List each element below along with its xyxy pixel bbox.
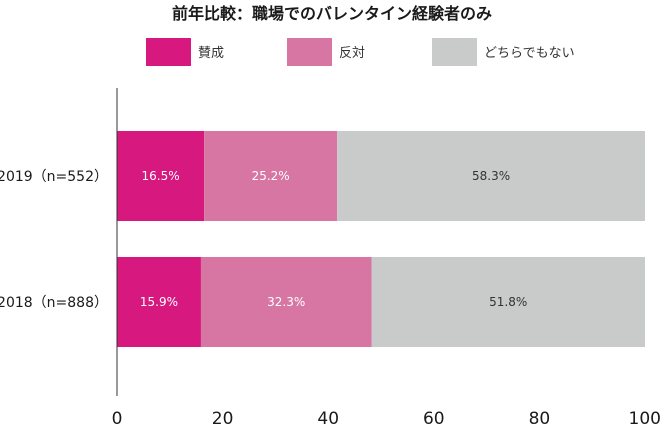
bar-segment	[371, 257, 645, 347]
bar-segment	[337, 131, 645, 221]
bar-segment	[117, 131, 205, 221]
bar-segment	[117, 257, 201, 347]
bar-value-label: 25.2%	[252, 169, 290, 183]
x-axis-ticks: 0 20 40 60 80 100	[112, 409, 661, 429]
bar-value-label: 32.3%	[267, 295, 305, 309]
x-tick-label: 100	[629, 409, 661, 429]
chart-title: 前年比較：職場でのバレンタイン経験者のみ	[172, 4, 492, 23]
bars-group: 16.5% 25.2% 58.3% 15.9% 32.3% 51.8%	[117, 131, 645, 347]
legend-label: どちらでもない	[484, 46, 575, 61]
category-labels: 2019（n=552） 2018（n=888）	[0, 169, 108, 311]
legend-label: 賛成	[198, 46, 224, 61]
bar-value-label: 58.3%	[472, 169, 510, 183]
x-tick-label: 0	[112, 409, 123, 429]
bar-value-label: 15.9%	[140, 295, 178, 309]
legend: 賛成 反対 どちらでもない	[146, 38, 575, 66]
legend-label: 反対	[339, 46, 365, 61]
x-tick-label: 20	[212, 409, 234, 429]
category-label: 2019（n=552）	[0, 169, 108, 185]
x-tick-label: 40	[317, 409, 339, 429]
legend-swatch	[287, 38, 332, 66]
x-tick-label: 60	[423, 409, 445, 429]
bar-value-label: 16.5%	[141, 169, 179, 183]
bar-segment	[200, 257, 372, 347]
legend-swatch	[432, 38, 477, 66]
legend-swatch	[146, 38, 191, 66]
x-tick-label: 80	[529, 409, 551, 429]
bar-segment	[204, 131, 338, 221]
category-label: 2018（n=888）	[0, 295, 108, 311]
bar-value-label: 51.8%	[489, 295, 527, 309]
